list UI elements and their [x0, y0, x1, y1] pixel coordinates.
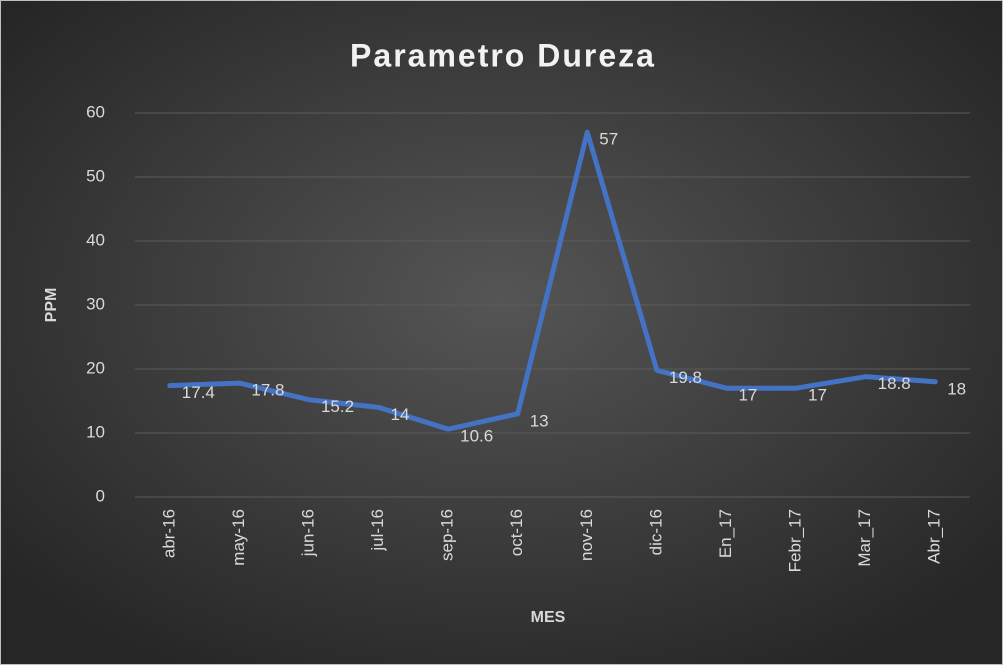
data-label: 15.2 — [321, 397, 354, 416]
x-tick-label: En_17 — [716, 509, 735, 558]
y-tick-label: 30 — [86, 294, 105, 313]
y-tick-label: 60 — [86, 102, 105, 121]
x-tick-label: abr-16 — [159, 509, 178, 558]
data-label: 10.6 — [460, 427, 493, 446]
y-tick-label: 40 — [86, 230, 105, 249]
y-tick-label: 0 — [96, 486, 105, 505]
x-tick-label: may-16 — [229, 509, 248, 566]
chart-title: Parametro Dureza — [350, 37, 656, 73]
x-tick-label: jun-16 — [298, 509, 317, 557]
data-label: 57 — [599, 130, 618, 149]
data-label: 17.8 — [251, 381, 284, 400]
y-tick-label: 10 — [86, 422, 105, 441]
x-tick-label: nov-16 — [577, 509, 596, 561]
y-tick-label: 50 — [86, 166, 105, 185]
data-label: 17 — [738, 386, 757, 405]
x-tick-label: oct-16 — [507, 509, 526, 556]
data-label: 14 — [391, 405, 410, 424]
x-tick-label: Mar_17 — [855, 509, 874, 567]
x-tick-label: jul-16 — [368, 509, 387, 552]
data-label: 17.4 — [182, 383, 215, 402]
y-axis-label: PPM — [43, 288, 60, 323]
x-axis-label: MES — [531, 609, 566, 626]
data-label: 19.8 — [669, 368, 702, 387]
data-label: 18.8 — [878, 374, 911, 393]
line — [167, 129, 938, 432]
x-tick-label: dic-16 — [646, 509, 665, 555]
x-tick-label: sep-16 — [438, 509, 457, 561]
data-label: 13 — [530, 411, 549, 430]
data-label: 18 — [947, 379, 966, 398]
data-label: 17 — [808, 386, 827, 405]
x-tick-label: Abr_17 — [925, 509, 944, 564]
y-tick-label: 20 — [86, 358, 105, 377]
x-tick-label: Febr_17 — [786, 509, 805, 572]
